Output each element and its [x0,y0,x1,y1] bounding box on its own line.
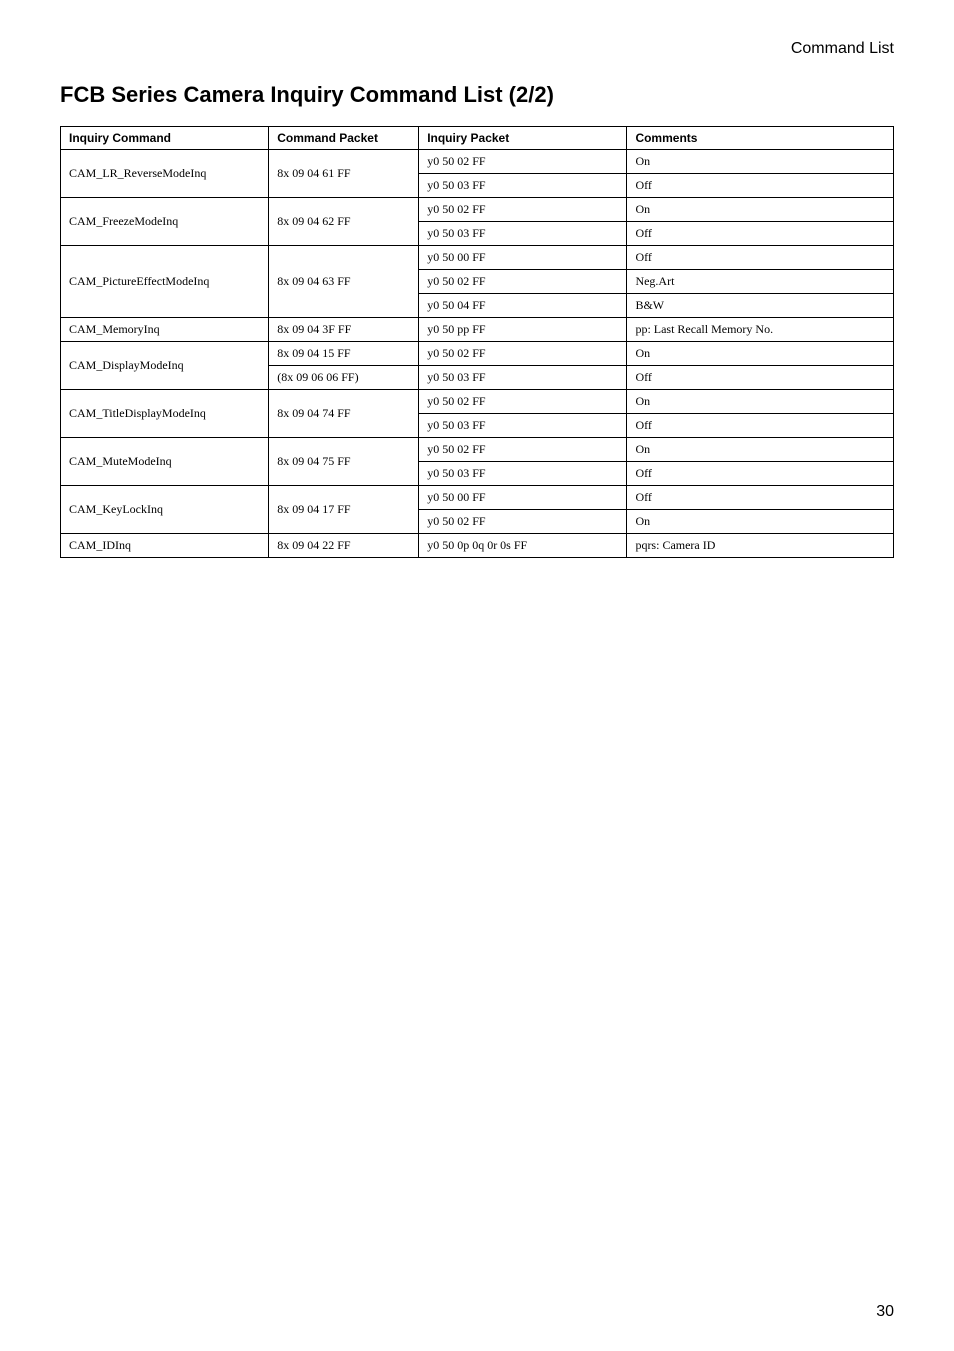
td-inquiry-command: CAM_PictureEffectModeInq [61,246,269,318]
td-command-packet: 8x 09 04 22 FF [269,534,419,558]
td-comments: Off [627,486,894,510]
td-inquiry-packet: y0 50 0p 0q 0r 0s FF [419,534,627,558]
table-row: CAM_TitleDisplayModeInq8x 09 04 74 FFy0 … [61,390,894,414]
td-inquiry-packet: y0 50 03 FF [419,174,627,198]
td-comments: On [627,390,894,414]
section-header: Command List [60,40,894,58]
th-comments: Comments [627,127,894,150]
td-inquiry-packet: y0 50 02 FF [419,150,627,174]
td-comments: Off [627,366,894,390]
td-inquiry-command: CAM_KeyLockInq [61,486,269,534]
td-inquiry-packet: y0 50 02 FF [419,270,627,294]
td-inquiry-command: CAM_MuteModeInq [61,438,269,486]
td-inquiry-packet: y0 50 02 FF [419,438,627,462]
page-number: 30 [876,1303,894,1321]
td-comments: B&W [627,294,894,318]
th-inquiry-packet: Inquiry Packet [419,127,627,150]
td-comments: pp: Last Recall Memory No. [627,318,894,342]
td-command-packet: 8x 09 04 74 FF [269,390,419,438]
table-row: CAM_PictureEffectModeInq8x 09 04 63 FFy0… [61,246,894,270]
td-command-packet: 8x 09 04 63 FF [269,246,419,318]
th-command-packet: Command Packet [269,127,419,150]
td-inquiry-packet: y0 50 03 FF [419,462,627,486]
td-comments: On [627,438,894,462]
td-comments: Off [627,174,894,198]
table-row: CAM_MemoryInq8x 09 04 3F FFy0 50 pp FFpp… [61,318,894,342]
td-command-packet: 8x 09 04 15 FF [269,342,419,366]
td-comments: Off [627,414,894,438]
td-inquiry-packet: y0 50 02 FF [419,198,627,222]
td-inquiry-packet: y0 50 03 FF [419,222,627,246]
td-inquiry-packet: y0 50 00 FF [419,486,627,510]
td-inquiry-command: CAM_FreezeModeInq [61,198,269,246]
table-header-row: Inquiry Command Command Packet Inquiry P… [61,127,894,150]
td-comments: On [627,198,894,222]
td-comments: Off [627,462,894,486]
td-inquiry-command: CAM_DisplayModeInq [61,342,269,390]
td-command-packet: 8x 09 04 61 FF [269,150,419,198]
td-inquiry-packet: y0 50 00 FF [419,246,627,270]
table-row: CAM_MuteModeInq8x 09 04 75 FFy0 50 02 FF… [61,438,894,462]
td-inquiry-command: CAM_MemoryInq [61,318,269,342]
td-inquiry-packet: y0 50 04 FF [419,294,627,318]
th-inquiry-command: Inquiry Command [61,127,269,150]
td-inquiry-packet: y0 50 02 FF [419,510,627,534]
td-inquiry-packet: y0 50 03 FF [419,366,627,390]
td-command-packet: 8x 09 04 3F FF [269,318,419,342]
td-command-packet: 8x 09 04 75 FF [269,438,419,486]
td-comments: On [627,510,894,534]
page-title: FCB Series Camera Inquiry Command List (… [60,82,894,108]
td-comments: Off [627,222,894,246]
table-row: CAM_LR_ReverseModeInq8x 09 04 61 FFy0 50… [61,150,894,174]
td-inquiry-command: CAM_LR_ReverseModeInq [61,150,269,198]
table-row: CAM_FreezeModeInq8x 09 04 62 FFy0 50 02 … [61,198,894,222]
td-command-packet: (8x 09 06 06 FF) [269,366,419,390]
td-inquiry-packet: y0 50 02 FF [419,390,627,414]
td-comments: Neg.Art [627,270,894,294]
td-command-packet: 8x 09 04 17 FF [269,486,419,534]
td-comments: On [627,150,894,174]
td-inquiry-command: CAM_IDInq [61,534,269,558]
table-row: CAM_DisplayModeInq8x 09 04 15 FFy0 50 02… [61,342,894,366]
td-comments: pqrs: Camera ID [627,534,894,558]
td-comments: Off [627,246,894,270]
command-table: Inquiry Command Command Packet Inquiry P… [60,126,894,558]
table-row: CAM_KeyLockInq8x 09 04 17 FFy0 50 00 FFO… [61,486,894,510]
td-inquiry-packet: y0 50 pp FF [419,318,627,342]
td-comments: On [627,342,894,366]
td-inquiry-packet: y0 50 02 FF [419,342,627,366]
table-row: CAM_IDInq8x 09 04 22 FFy0 50 0p 0q 0r 0s… [61,534,894,558]
td-inquiry-command: CAM_TitleDisplayModeInq [61,390,269,438]
td-inquiry-packet: y0 50 03 FF [419,414,627,438]
td-command-packet: 8x 09 04 62 FF [269,198,419,246]
table-body: CAM_LR_ReverseModeInq8x 09 04 61 FFy0 50… [61,150,894,558]
